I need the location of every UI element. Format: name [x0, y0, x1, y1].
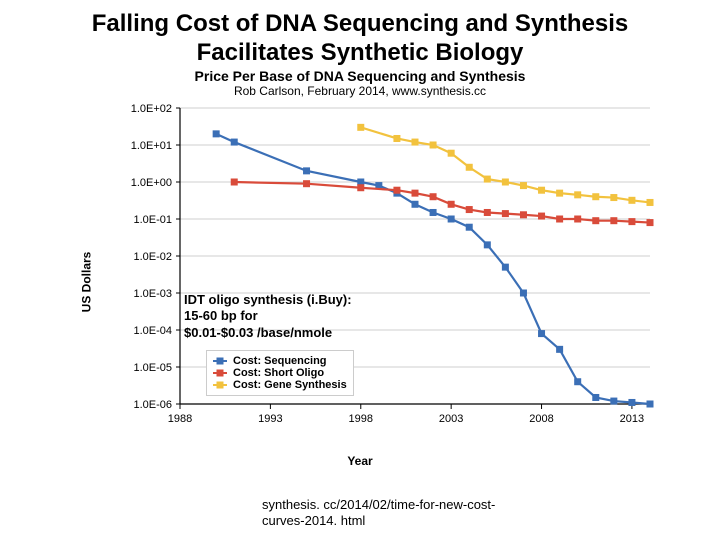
- svg-text:1.0E+00: 1.0E+00: [131, 177, 172, 189]
- svg-text:1993: 1993: [258, 413, 282, 425]
- svg-text:1.0E-04: 1.0E-04: [133, 325, 172, 337]
- chart-subtitle: Rob Carlson, February 2014, www.synthesi…: [0, 84, 720, 98]
- svg-text:2003: 2003: [439, 413, 463, 425]
- svg-text:1.0E-06: 1.0E-06: [133, 399, 172, 411]
- chart-title: Price Per Base of DNA Sequencing and Syn…: [0, 68, 720, 84]
- svg-text:1.0E-05: 1.0E-05: [133, 362, 172, 374]
- y-axis-label: US Dollars: [79, 251, 93, 312]
- svg-text:1.0E+01: 1.0E+01: [131, 140, 172, 152]
- legend-label: Cost: Gene Synthesis: [233, 379, 347, 391]
- svg-text:2013: 2013: [620, 413, 644, 425]
- footer-citation: synthesis. cc/2014/02/time-for-new-cost-…: [262, 497, 495, 530]
- svg-text:1998: 1998: [349, 413, 373, 425]
- legend-swatch: [213, 368, 227, 378]
- svg-text:1.0E-01: 1.0E-01: [133, 214, 172, 226]
- idt-annotation: IDT oligo synthesis (i.Buy):15-60 bp for…: [184, 292, 352, 341]
- svg-text:1.0E+02: 1.0E+02: [131, 103, 172, 115]
- chart-svg: 1.0E-06 1.0E-05 1.0E-04 1.0E-03 1.0E-02 1.0E-…: [60, 102, 660, 462]
- legend-item: Cost: Sequencing: [213, 355, 347, 367]
- chart-area: US Dollars 1.0E-061.0E-051.0E-041.0E-031…: [60, 102, 660, 462]
- legend-item: Cost: Short Oligo: [213, 367, 347, 379]
- legend-item: Cost: Gene Synthesis: [213, 379, 347, 391]
- x-axis-label: Year: [347, 454, 372, 468]
- legend-swatch: [213, 380, 227, 390]
- legend: Cost: SequencingCost: Short OligoCost: G…: [206, 350, 354, 396]
- svg-text:1.0E-02: 1.0E-02: [133, 251, 172, 263]
- legend-swatch: [213, 356, 227, 366]
- svg-text:1.0E-03: 1.0E-03: [133, 288, 172, 300]
- svg-text:2008: 2008: [529, 413, 553, 425]
- svg-text:1988: 1988: [168, 413, 192, 425]
- legend-label: Cost: Sequencing: [233, 355, 327, 367]
- slide-title: Falling Cost of DNA Sequencing and Synth…: [0, 0, 720, 68]
- legend-label: Cost: Short Oligo: [233, 367, 324, 379]
